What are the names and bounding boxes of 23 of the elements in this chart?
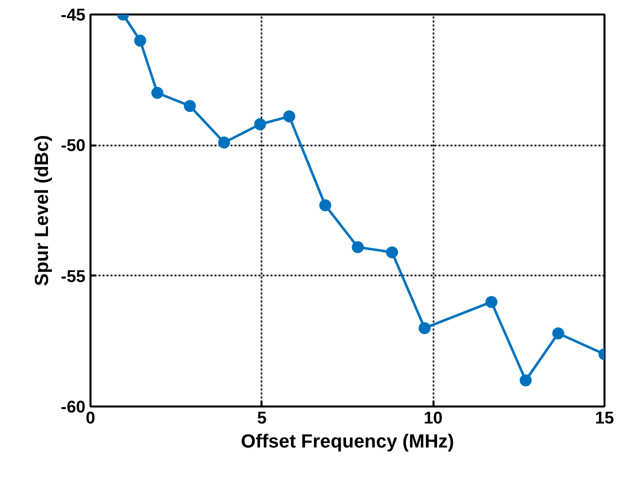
point	[151, 86, 164, 99]
x-tick-label: 5	[257, 408, 267, 428]
point	[552, 327, 564, 340]
y-tick-label: -60	[60, 398, 86, 416]
point	[485, 296, 498, 308]
x-axis-title: Offset Frequency (MHz)	[240, 432, 454, 452]
point	[218, 136, 230, 149]
point	[520, 374, 532, 386]
x-tick-label: 15	[595, 408, 614, 428]
y-axis-title: Spur Level (dBc)	[32, 135, 53, 286]
point	[386, 246, 398, 258]
point	[283, 110, 296, 122]
point	[254, 118, 266, 130]
point	[134, 34, 146, 47]
point	[418, 322, 431, 334]
y-tick-label: -45	[60, 6, 86, 24]
y-tick-label: -50	[60, 136, 86, 156]
x-tick-label: 0	[86, 408, 96, 428]
y-tick-label: -55	[60, 266, 86, 286]
point	[319, 199, 332, 212]
point	[184, 100, 196, 112]
point	[352, 241, 364, 254]
x-tick-label: 10	[424, 408, 443, 428]
